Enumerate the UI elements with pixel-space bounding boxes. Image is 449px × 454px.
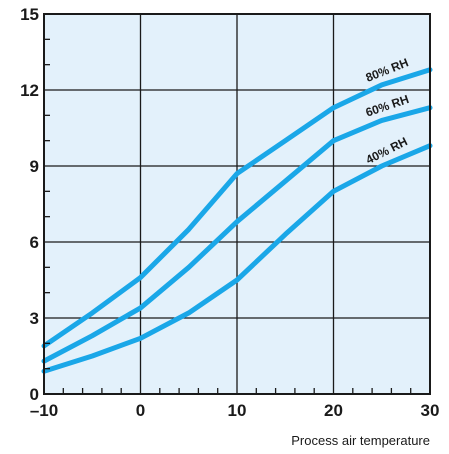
y-tick-label: 6 <box>30 233 39 252</box>
x-tick-label: –10 <box>30 401 58 420</box>
x-axis-title: Process air temperature <box>291 433 430 448</box>
series-line <box>41 143 433 374</box>
x-tick-label: 10 <box>228 401 247 420</box>
y-tick-label: 0 <box>30 385 39 404</box>
series-line <box>41 67 433 349</box>
x-tick-label: 0 <box>136 401 145 420</box>
y-tick-label: 12 <box>20 81 39 100</box>
y-tick-label: 9 <box>30 157 39 176</box>
x-tick-label: 20 <box>324 401 343 420</box>
series-lines <box>41 67 433 374</box>
series-line <box>41 105 433 364</box>
plot-frame <box>43 13 431 395</box>
x-tick-label: 30 <box>421 401 440 420</box>
y-tick-label: 15 <box>20 5 39 24</box>
y-tick-label: 3 <box>30 309 39 328</box>
